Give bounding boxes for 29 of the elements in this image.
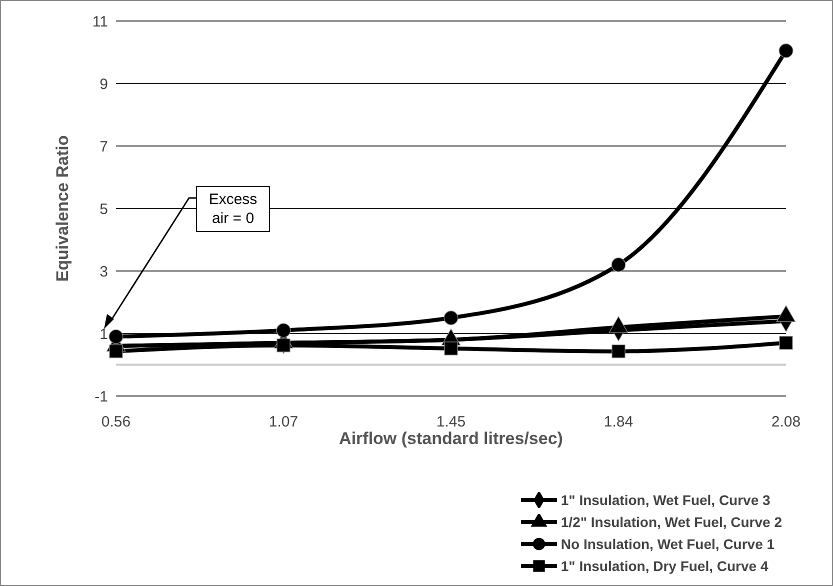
point: [108, 329, 124, 344]
point: [444, 342, 458, 356]
point: [778, 43, 794, 58]
x-axis-title: Airflow (standard litres/sec): [339, 429, 563, 448]
point: [611, 258, 626, 272]
point: [444, 310, 458, 326]
x-tick-label: 2.08: [771, 414, 801, 431]
y-tick-label: 1: [100, 326, 108, 343]
point: [612, 344, 626, 358]
y-tick-label: 11: [92, 13, 108, 30]
legend-label: 1/2" Insulation, Wet Fuel, Curve 2: [560, 513, 782, 532]
legend-label: 1" Insulation, Dry Fuel, Curve 4: [560, 557, 768, 576]
legend-label: 1" Insulation, Wet Fuel, Curve 3: [560, 491, 770, 510]
point: [779, 336, 793, 350]
legend-label: No Insulation, Wet Fuel, Curve 1: [560, 535, 775, 554]
y-tick-label: 3: [100, 263, 108, 280]
x-tick-label: 1.84: [604, 414, 634, 431]
x-tick-label: 0.56: [101, 414, 131, 431]
x-tick-label: 1.07: [268, 414, 298, 431]
y-tick-label: 5: [100, 200, 108, 218]
x-tick-label: 1.45: [436, 414, 466, 431]
point: [109, 344, 123, 358]
y-tick-label: -1: [94, 388, 108, 406]
y-tick-label: 7: [100, 138, 108, 156]
point: [276, 323, 291, 338]
annotation: Excess air = 0: [196, 186, 270, 232]
point: [276, 338, 290, 352]
y-axis-title: Equivalence Ratio: [53, 135, 72, 282]
y-tick-label: 9: [100, 76, 108, 93]
